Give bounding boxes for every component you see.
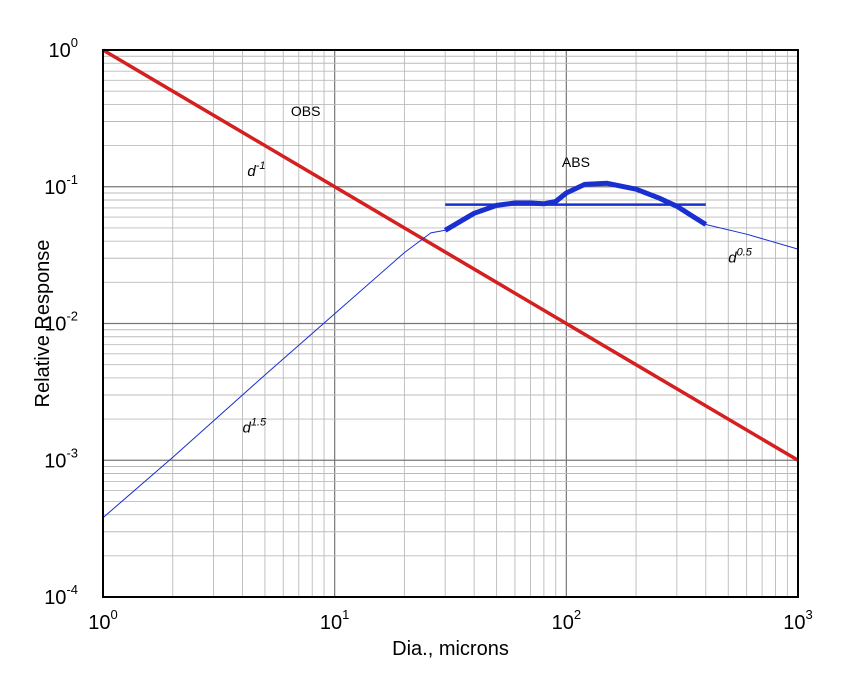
series-layer (102, 48, 799, 519)
exponent-annotation: d-1 (247, 160, 265, 180)
x-tick-label: 102 (552, 607, 581, 634)
series-line-1 (102, 182, 799, 519)
y-tick-label: 10-4 (44, 582, 78, 609)
x-tick-label: 101 (320, 607, 349, 634)
y-tick-label: 10-2 (44, 309, 78, 336)
annotation-label: ABS (562, 154, 590, 170)
annotation-label: OBS (291, 103, 321, 119)
y-tick-label: 100 (49, 35, 78, 62)
x-tick-label: 103 (783, 607, 812, 634)
series-line-0 (102, 48, 799, 462)
tick-labels: 100 101 102 103 100 10-1 10-2 10-3 10-4 (44, 35, 813, 634)
series-line-2 (443, 180, 708, 233)
x-tick-label: 100 (88, 607, 117, 634)
y-axis-title: Relative Response (32, 240, 54, 408)
grid-lines (103, 50, 798, 597)
plot-frame (102, 49, 799, 598)
exponent-annotation: d0.5 (728, 246, 753, 266)
x-axis-title: Dia., microns (392, 638, 509, 660)
y-tick-label: 10-1 (44, 172, 78, 199)
y-tick-label: 10-3 (44, 445, 78, 472)
annotations: OBS ABS d-1 d1.5 d0.5 (242, 103, 752, 436)
exponent-annotation: d1.5 (242, 416, 267, 436)
